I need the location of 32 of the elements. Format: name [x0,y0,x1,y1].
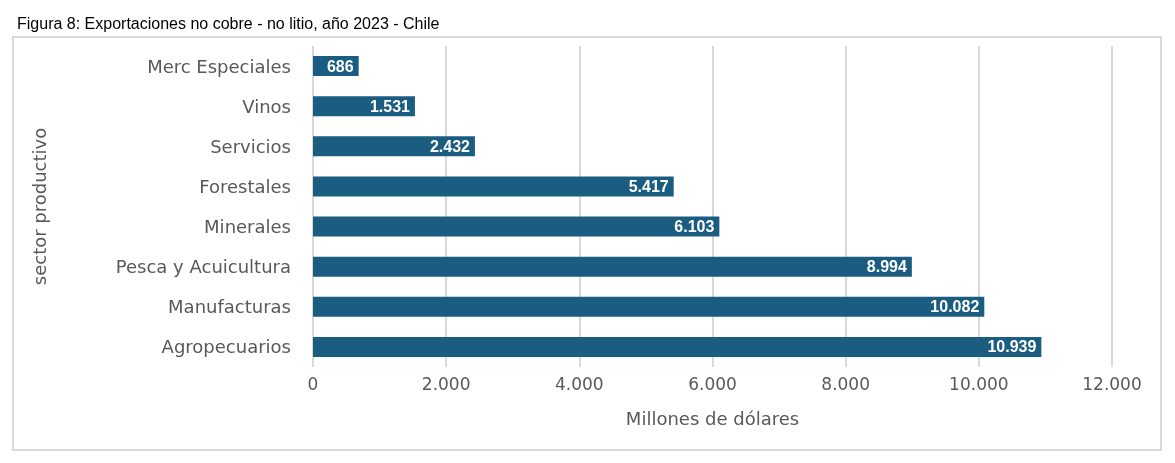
y-tick-label: Vinos [242,95,291,117]
y-tick-label: Minerales [204,216,291,238]
data-label: 2.432 [429,137,471,155]
data-label: 8.994 [866,258,907,276]
data-label: 686 [326,57,354,75]
bar [313,336,1042,357]
bar [313,176,674,197]
data-label: 5.417 [628,177,669,195]
bar [313,256,912,277]
y-tick-label: Pesca y Acuicultura [115,256,291,278]
bar [313,216,720,237]
chart-title: Figura 8: Exportaciones no cobre - no litio, año 2023 - Chile [17,14,440,32]
y-tick-label: Servicios [210,135,291,157]
data-label: 10.082 [930,298,980,316]
y-axis-title: sector productivo [28,127,50,286]
bar [313,136,475,157]
y-tick-label: Agropecuarios [161,336,291,358]
y-tick-label: Forestales [199,175,291,197]
y-tick-label: Merc Especiales [147,55,291,77]
x-tick-label: 8.000 [821,373,870,394]
data-label: 6.103 [674,218,715,236]
data-label: 10.939 [987,338,1037,356]
bar [313,296,985,317]
x-tick-label: 12.000 [1082,373,1142,394]
x-tick-label: 0 [307,373,319,394]
y-tick-label: Manufacturas [168,296,291,318]
x-tick-label: 2.000 [421,373,471,394]
x-tick-label: 4.000 [555,373,604,394]
data-label: 1.531 [369,97,411,115]
x-axis-title: Millones de dólares [625,407,800,429]
x-tick-label: 6.000 [688,373,737,394]
x-tick-label: 10.000 [949,373,1009,394]
